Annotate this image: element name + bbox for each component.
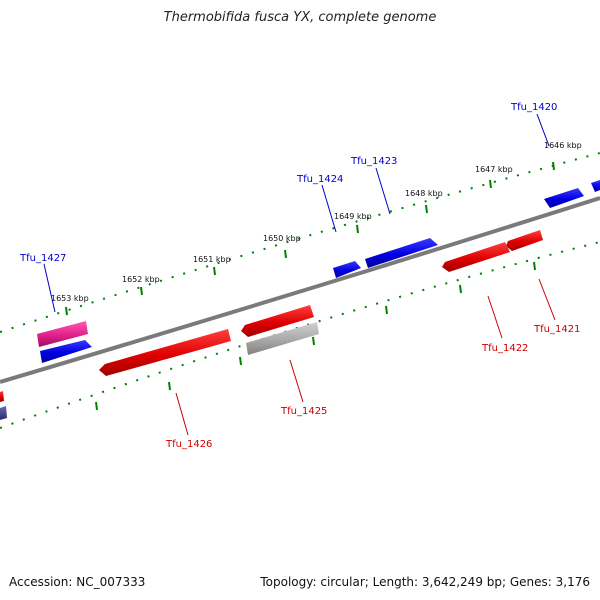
gene-arrow-partial-left[interactable] (0, 406, 7, 420)
tick-labels: 1646 kbp 1647 kbp 1648 kbp 1649 kbp 1650… (51, 141, 582, 303)
tick-label-1650: 1650 kbp (263, 234, 301, 243)
gene-arrow-tfu-1426[interactable] (99, 329, 231, 376)
accession-text: Accession: NC_007333 (9, 575, 146, 589)
tick-mark-1653 (65, 306, 68, 316)
gene-arrow-tfu-1420[interactable] (544, 188, 584, 208)
tick-mark-1649 (356, 224, 359, 234)
leader-tfu-1426 (175, 392, 189, 436)
gene-arrow-tfu-1427-pink[interactable] (37, 321, 88, 347)
outer-ruler-arc (0, 152, 600, 333)
inner-tick-6 (168, 381, 171, 391)
gene-labels: Tfu_1420 Tfu_1421 Tfu_1422 Tfu_1423 Tfu_… (19, 102, 580, 450)
map-title: Thermobifida fusca YX, complete genome (163, 10, 437, 25)
leader-tfu-1425 (289, 359, 304, 403)
gene-label-tfu-1422[interactable]: Tfu_1422 (481, 343, 528, 354)
gene-label-tfu-1424[interactable]: Tfu_1424 (296, 174, 343, 185)
leader-tfu-1420 (536, 113, 550, 147)
inner-ruler-arc (0, 241, 600, 429)
inner-tick-1 (533, 261, 536, 271)
gene-arrow-partial-left-red[interactable] (0, 391, 4, 402)
gene-arrow-tfu-1423[interactable] (365, 238, 438, 268)
gene-label-tfu-1427[interactable]: Tfu_1427 (19, 253, 66, 264)
tick-label-1653: 1653 kbp (51, 294, 89, 303)
gene-arrow-tfu-1422[interactable] (442, 242, 510, 272)
gene-label-tfu-1420[interactable]: Tfu_1420 (510, 102, 557, 113)
major-ticks (65, 161, 555, 411)
tick-label-1651: 1651 kbp (193, 255, 231, 264)
tick-mark-1651 (213, 266, 216, 276)
genome-stats-text: Topology: circular; Length: 3,642,249 bp… (260, 575, 590, 589)
leader-tfu-1427 (43, 263, 56, 313)
gene-arrow-tfu-1425[interactable] (246, 322, 319, 355)
gene-label-tfu-1425[interactable]: Tfu_1425 (280, 406, 327, 417)
tick-mark-1647 (489, 179, 492, 189)
forward-strand-genes (0, 180, 600, 420)
tick-label-1652: 1652 kbp (122, 275, 160, 284)
genome-backbone (0, 196, 600, 384)
gene-label-tfu-1426[interactable]: Tfu_1426 (165, 439, 212, 450)
leader-tfu-1422 (487, 295, 503, 339)
reverse-strand-genes (99, 230, 543, 376)
leader-tfu-1424 (321, 184, 337, 233)
gene-leader-lines (43, 113, 556, 436)
gene-arrow-partial-right[interactable] (591, 180, 600, 192)
inner-tick-2 (459, 284, 462, 294)
tick-label-1649: 1649 kbp (334, 212, 372, 221)
inner-tick-7 (95, 401, 98, 411)
gene-arrow-tfu-1427[interactable] (40, 340, 92, 363)
gene-label-tfu-1423[interactable]: Tfu_1423 (350, 156, 397, 167)
tick-label-1646: 1646 kbp (544, 141, 582, 150)
gene-arrow-tfu-1425-red[interactable] (241, 305, 314, 337)
inner-tick-3 (385, 305, 388, 315)
tick-mark-1650 (284, 249, 287, 259)
inner-tick-4 (312, 336, 315, 346)
leader-tfu-1423 (375, 167, 391, 215)
gene-label-tfu-1421[interactable]: Tfu_1421 (533, 324, 580, 335)
gene-arrow-tfu-1424[interactable] (333, 261, 361, 278)
leader-tfu-1421 (538, 278, 556, 321)
tick-mark-1648 (425, 204, 428, 214)
inner-tick-5 (239, 356, 242, 366)
tick-mark-1646 (552, 161, 555, 171)
tick-label-1648: 1648 kbp (405, 189, 443, 198)
tick-label-1647: 1647 kbp (475, 165, 513, 174)
gene-arrow-tfu-1421[interactable] (506, 230, 543, 251)
tick-mark-1652 (140, 286, 143, 296)
